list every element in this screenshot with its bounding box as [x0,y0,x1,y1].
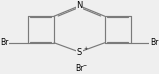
Text: S: S [77,48,82,57]
Text: Br: Br [150,38,159,47]
Text: Br: Br [0,38,9,47]
Text: N: N [76,1,83,10]
Text: −: − [83,63,87,68]
Text: +: + [83,46,87,51]
Text: Br: Br [75,64,84,73]
